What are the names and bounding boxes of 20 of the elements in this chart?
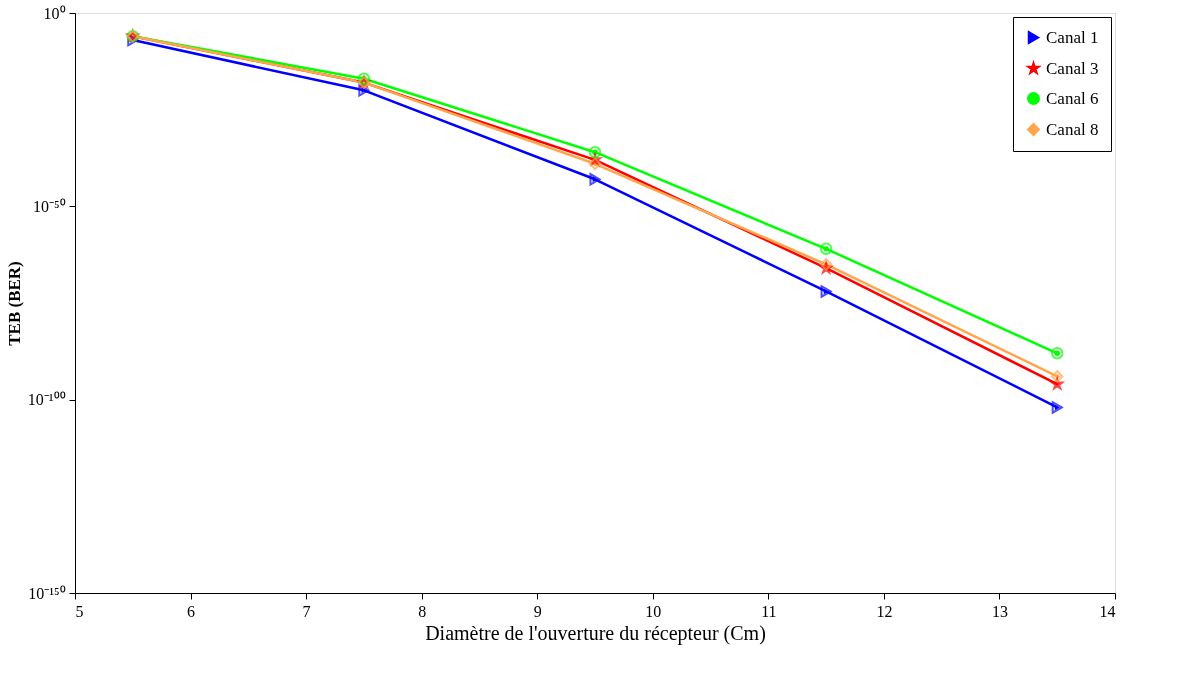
y-tick-label: 10⁻⁵⁰ <box>32 197 66 215</box>
y-tick-label: 10⁰ <box>43 4 66 22</box>
x-tick-label: 13 <box>991 602 1008 620</box>
legend-label: Canal 6 <box>1046 88 1099 108</box>
x-tick-label: 12 <box>876 602 893 620</box>
x-tick-label: 8 <box>418 602 427 620</box>
x-tick-label: 9 <box>533 602 542 620</box>
x-tick-label: 6 <box>187 602 196 620</box>
x-tick-label: 10 <box>645 602 662 620</box>
y-tick-label: 10⁻¹⁵⁰ <box>28 584 66 602</box>
legend-label: Canal 8 <box>1046 119 1099 139</box>
x-tick-label: 5 <box>75 602 84 620</box>
x-tick-label: 7 <box>302 602 311 620</box>
x-tick-label: 14 <box>1099 602 1116 620</box>
legend-label: Canal 3 <box>1046 58 1099 78</box>
y-tick-label: 10⁻¹⁰⁰ <box>27 391 66 409</box>
y-axis-title: TEB (BER) <box>4 261 24 346</box>
legend-label: Canal 1 <box>1046 27 1099 47</box>
x-axis-title: Diamètre de l'ouverture du récepteur (Cm) <box>425 621 766 645</box>
x-tick-label: 11 <box>761 602 777 620</box>
